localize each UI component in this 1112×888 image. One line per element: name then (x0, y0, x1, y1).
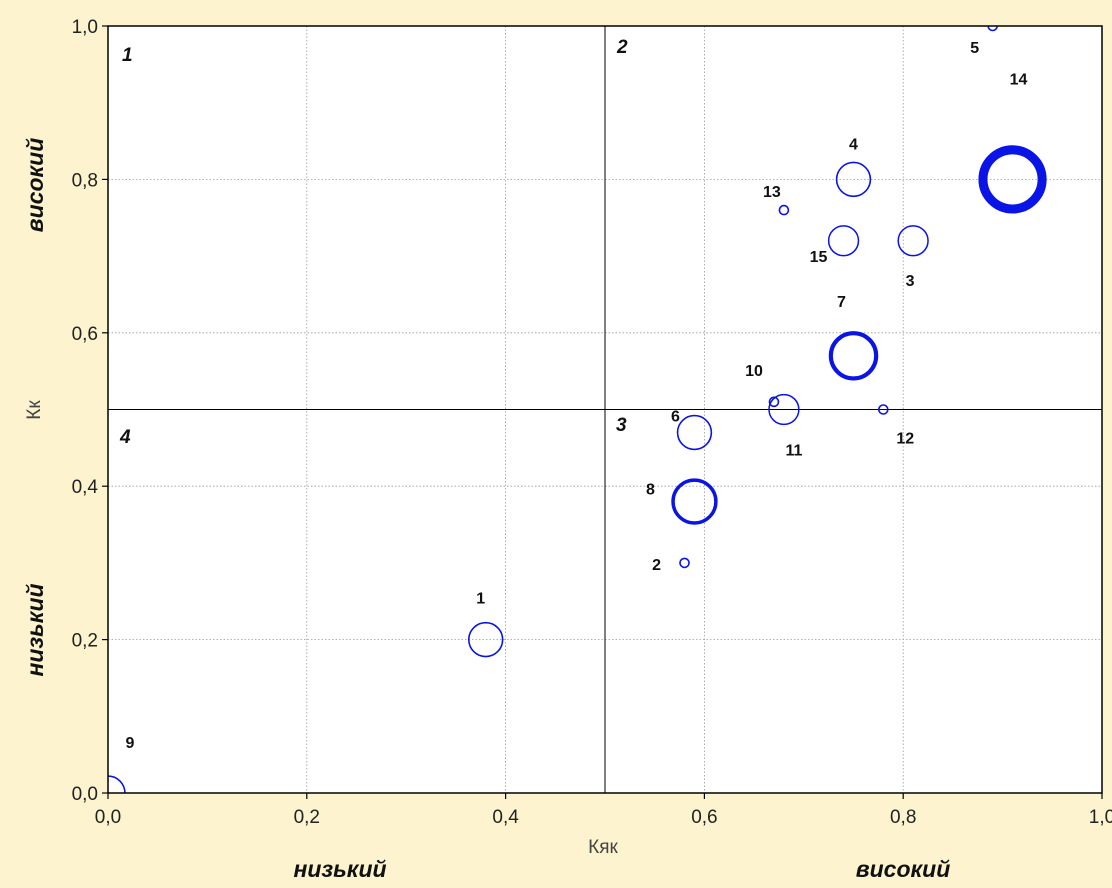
y-tick-label: 0,8 (72, 170, 98, 191)
plot-frame (107, 25, 1103, 794)
x-low-label: низький (293, 856, 386, 882)
y-high-label: високий (22, 138, 48, 233)
x-high-label: високий (856, 856, 951, 882)
y-tick-label: 0,4 (72, 477, 99, 498)
quadrant-label-2: 2 (616, 37, 628, 58)
quadrant-label-4: 4 (119, 427, 131, 448)
bubble-point-15 (827, 225, 860, 257)
point-label-14: 14 (1010, 71, 1028, 88)
x-tick-label: 0,8 (890, 807, 916, 828)
bubble-point-4 (835, 161, 872, 198)
bubble-point-14 (978, 145, 1047, 214)
quadrant-dividers (108, 26, 1102, 793)
y-tick-label: 0,0 (72, 784, 98, 805)
point-label-11: 11 (785, 443, 802, 460)
point-label-8: 8 (646, 482, 655, 499)
quadrant-label-1: 1 (122, 45, 133, 66)
x-tick-label: 0,4 (492, 807, 519, 828)
quadrant-label-3: 3 (616, 415, 627, 436)
bubble-point-7 (828, 331, 879, 381)
y-tick-label: 1,0 (72, 17, 98, 38)
bubble-point-2 (679, 557, 690, 569)
bubble-point-3 (897, 225, 929, 257)
axis-ticks: 0,0 0,2 0,4 0,6 0,8 1,0 0,0 0,2 0,4 0,6 0,8 1,0 (72, 17, 1112, 828)
x-tick-label: 0,2 (294, 807, 320, 828)
bubble-point-8 (671, 478, 718, 525)
point-label-4: 4 (849, 136, 858, 153)
point-label-13: 13 (763, 184, 781, 201)
bubble-point-11 (768, 393, 800, 426)
point-label-3: 3 (906, 273, 915, 290)
bubble-point-13 (778, 204, 790, 216)
bubble-point-12 (878, 404, 889, 415)
point-label-1: 1 (476, 591, 485, 608)
point-label-2: 2 (652, 557, 661, 574)
point-label-7: 7 (837, 294, 846, 311)
point-label-12: 12 (896, 431, 914, 448)
point-label-10: 10 (745, 363, 763, 380)
bubble-point-10 (768, 396, 780, 408)
y-tick-label: 0,6 (72, 324, 98, 345)
point-label-15: 15 (810, 249, 828, 266)
x-tick-label: 1,0 (1089, 807, 1112, 828)
x-tick-label: 0,6 (691, 807, 717, 828)
point-label-5: 5 (970, 40, 979, 57)
bubble-point-6 (676, 414, 713, 451)
x-axis-title: Кяк (588, 837, 618, 858)
point-label-9: 9 (126, 735, 135, 752)
point-label-6: 6 (671, 409, 680, 426)
y-axis-title: Кк (24, 400, 45, 420)
y-tick-label: 0,2 (72, 631, 98, 652)
bubble-point-5 (987, 26, 998, 32)
bubble-point-1 (468, 621, 504, 658)
x-tick-label: 0,0 (95, 807, 121, 828)
y-low-label: низький (22, 583, 48, 676)
